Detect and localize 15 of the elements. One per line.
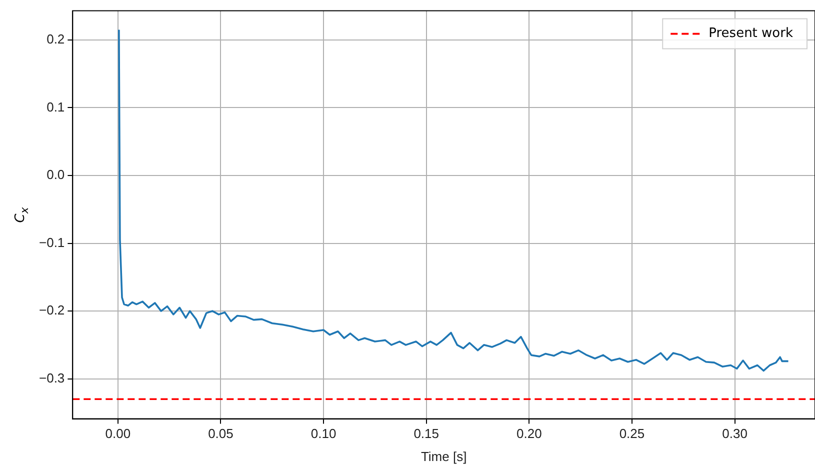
- x-tick-label: 0.10: [310, 426, 336, 442]
- x-tick-label: 0.05: [208, 426, 234, 442]
- x-tick-label: 0.20: [516, 426, 542, 442]
- y-tick-label: 0.1: [46, 99, 65, 114]
- y-tick-label: −0.2: [38, 302, 65, 318]
- x-tick-label: 0.30: [722, 426, 748, 442]
- x-tick-label: 0.00: [105, 426, 131, 442]
- legend-label: Present work: [708, 26, 794, 42]
- x-axis-title: Time [s]: [420, 448, 467, 464]
- y-tick-label: −0.3: [38, 370, 65, 386]
- y-tick-label: 0.2: [46, 32, 65, 47]
- y-tick-label: 0.0: [46, 167, 65, 182]
- y-tick-label: −0.1: [38, 234, 65, 250]
- x-tick-label: 0.25: [619, 426, 645, 442]
- x-tick-label: 0.15: [414, 426, 440, 442]
